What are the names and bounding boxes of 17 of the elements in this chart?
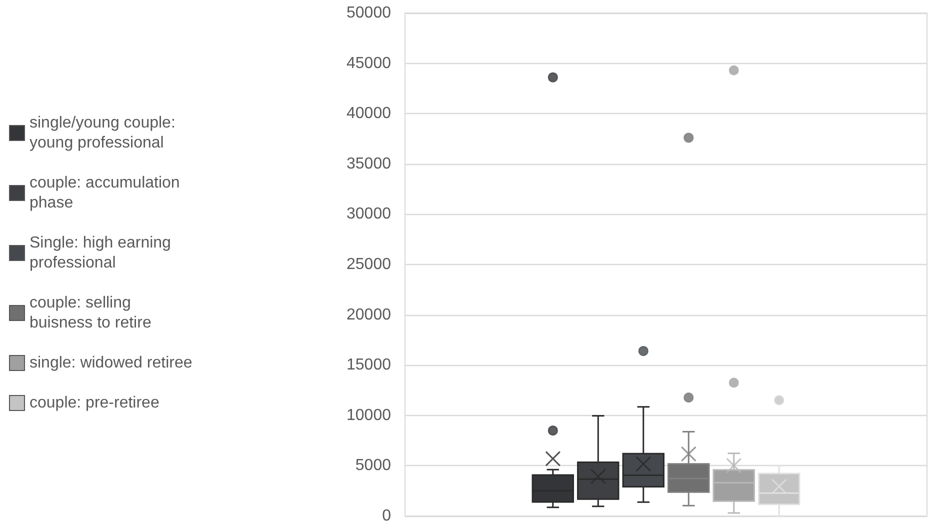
y-tick-label: 35000 [346, 155, 392, 172]
y-tick-label: 50000 [346, 4, 392, 22]
y-tick-label: 40000 [346, 105, 392, 122]
y-tick-label: 30000 [346, 206, 392, 223]
y-tick-label: 20000 [346, 306, 392, 324]
y-tick-label: 0 [382, 508, 392, 524]
legend-label: couple: accumulation phase [30, 174, 184, 212]
legend-label: single: widowed retiree [30, 354, 192, 372]
y-tick-label: 25000 [346, 256, 392, 273]
y-tick-label: 10000 [346, 406, 392, 424]
legend-label: couple: pre-retiree [30, 394, 160, 412]
y-tick-label: 45000 [346, 54, 392, 72]
legend-label: Single: high earning professional [30, 234, 176, 272]
legend-label: couple: selling buisness to retire [30, 294, 152, 332]
y-tick-label: 5000 [355, 457, 392, 474]
y-tick-label: 15000 [346, 356, 392, 374]
legend-label: single/young couple: young professional [30, 114, 180, 152]
